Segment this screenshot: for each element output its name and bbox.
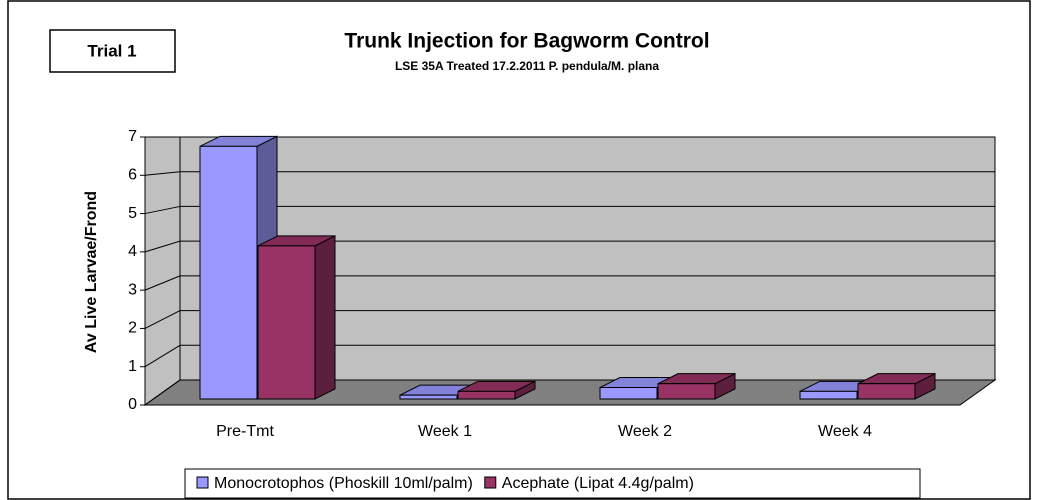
x-tick-label: Pre-Tmt [216, 423, 274, 440]
y-tick-label: 7 [128, 128, 137, 145]
grid-line [144, 379, 181, 406]
y-tick-label: 2 [128, 320, 137, 337]
grid-line [144, 344, 181, 368]
bar [799, 390, 858, 400]
x-tick-label: Week 4 [818, 423, 872, 440]
y-tick-label: 6 [128, 167, 137, 184]
y-tick-label: 5 [128, 205, 137, 222]
legend-label: Monocrotophos (Phoskill 10ml/palm) [214, 475, 473, 492]
grid-line [144, 240, 181, 253]
y-axis-label: Av Live Larvae/Frond [83, 191, 100, 353]
x-tick-label: Week 2 [618, 423, 672, 440]
grid-line [144, 205, 181, 215]
annotation-box [49, 29, 176, 73]
bar [657, 383, 716, 400]
bar [599, 387, 658, 400]
grid-line [144, 275, 181, 291]
legend-label: Acephate (Lipat 4.4g/palm) [502, 475, 694, 492]
y-tick-label: 4 [128, 243, 137, 260]
side-wall [144, 136, 181, 406]
x-tick-label: Week 1 [418, 423, 472, 440]
grid-line [144, 171, 181, 176]
bar [457, 390, 516, 400]
y-tick-label: 0 [128, 396, 137, 413]
legend-swatch [196, 476, 209, 489]
bar [199, 145, 258, 400]
bar-side [314, 235, 336, 400]
annotation: Trial 1 [87, 41, 136, 60]
y-tick-label: 3 [128, 281, 137, 298]
grid-line [144, 310, 181, 329]
legend [184, 468, 921, 499]
chart-title: Trunk Injection for Bagworm Control [344, 30, 709, 53]
chart-subtitle: LSE 35A Treated 17.2.2011 P. pendula/M. … [395, 59, 659, 73]
bar [857, 383, 916, 400]
legend-swatch [484, 476, 497, 489]
y-tick-label: 1 [128, 358, 137, 375]
bar [257, 245, 316, 400]
bar [399, 394, 458, 400]
